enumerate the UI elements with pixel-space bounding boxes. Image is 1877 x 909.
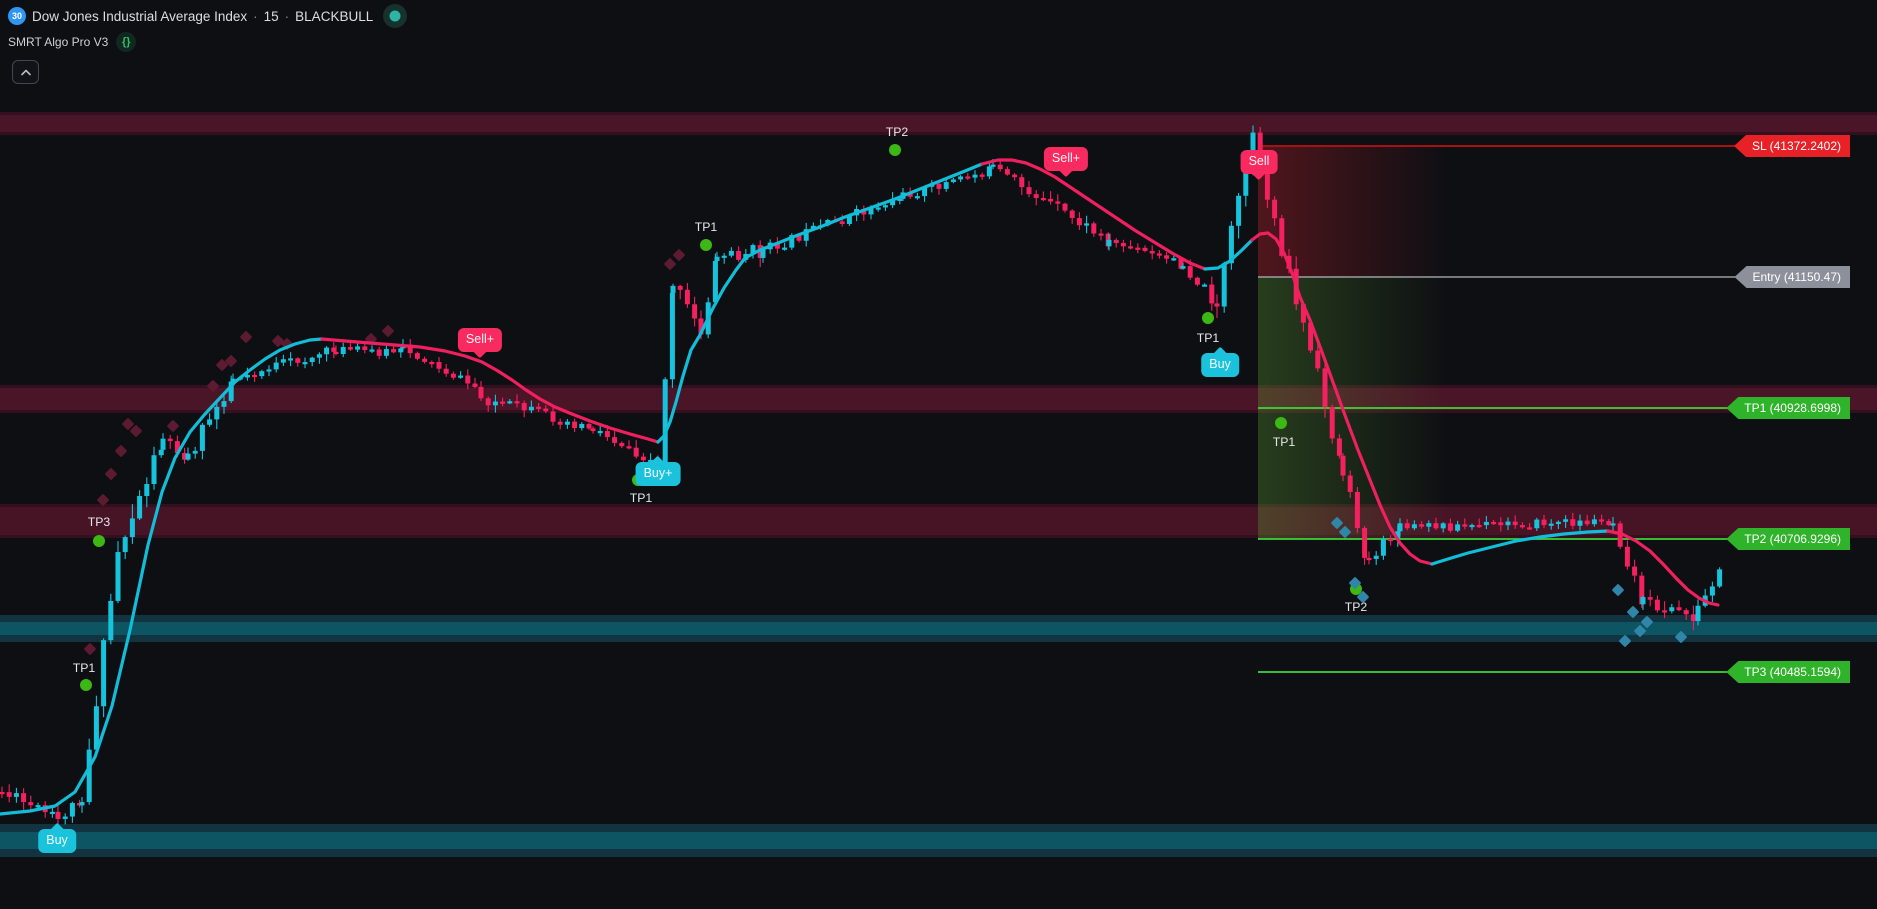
tp-marker-label: TP1 [1273, 435, 1296, 449]
price-level-tag-tp1: TP1 (40928.6998) [1726, 397, 1850, 419]
candles-group [0, 125, 1723, 826]
exhaustion-diamond-icon [1675, 631, 1687, 643]
price-level-tag-tp3: TP3 (40485.1594) [1726, 661, 1850, 683]
exhaustion-diamond-icon [1634, 625, 1646, 637]
signal-label-buy: Buy [1201, 353, 1239, 377]
symbol-title[interactable]: Dow Jones Industrial Average Index [32, 8, 248, 24]
trend-segment-down [320, 337, 660, 444]
tp-marker-label: TP3 [88, 515, 111, 529]
indicator-row[interactable]: SMRT Algo Pro V3 {} [8, 32, 407, 52]
market-status-icon[interactable] [383, 4, 408, 28]
collapse-legend-button[interactable] [12, 60, 39, 84]
bearish-diamond-icon [240, 331, 252, 343]
trend-segment-up [0, 337, 324, 816]
trend-line-group [0, 158, 1720, 816]
bearish-diamond-icon [105, 468, 117, 480]
support-band [0, 615, 1877, 642]
level-lines-group [1258, 145, 1736, 673]
exhaustion-diamond-icon [1641, 616, 1653, 628]
bearish-diamond-icon [225, 355, 237, 367]
tp-markers-group: TP1 TP3 TP1 TP1 TP2 TP1 TP1 TP2 [73, 125, 1687, 691]
bearish-diamond-icon [97, 494, 109, 506]
tp-marker-label: TP1 [695, 220, 718, 234]
symbol-row[interactable]: 30 Dow Jones Industrial Average Index · … [8, 4, 408, 28]
trend-segment-up [1430, 529, 1610, 566]
tp-dot [700, 239, 712, 251]
tp-dot [889, 144, 901, 156]
tp-marker-label: TP1 [630, 491, 653, 505]
trend-segment-up [1203, 238, 1254, 271]
tp-marker-label: TP1 [1197, 331, 1220, 345]
bearish-diamond-icon [167, 420, 179, 432]
source-code-icon[interactable]: {} [116, 32, 137, 52]
signal-label-buy: Buy [38, 829, 76, 853]
separator-dot: · [284, 8, 290, 24]
exhaustion-diamond-icon [1357, 591, 1369, 603]
bearish-diamond-icon [207, 380, 219, 392]
symbol-logo-badge: 30 [8, 7, 26, 25]
tp-dot [80, 679, 92, 691]
tp-dot [1202, 312, 1214, 324]
tp-marker-label: TP2 [1345, 600, 1368, 614]
bearish-diamond-icon [664, 258, 676, 270]
price-level-tag-sl: SL (41372.2402) [1734, 135, 1850, 157]
tp-dot [93, 535, 105, 547]
signal-label-buy-plus: Buy+ [635, 462, 681, 486]
tp-marker-label: TP1 [73, 661, 96, 675]
bearish-diamond-icon [382, 325, 394, 337]
exhaustion-diamond-icon [1331, 517, 1343, 529]
trend-segment-up [656, 162, 984, 444]
price-level-tag-tp2: TP2 (40706.9296) [1726, 528, 1850, 550]
trend-segment-down [1250, 231, 1434, 566]
resistance-band [0, 112, 1877, 135]
bearish-diamond-icon [122, 418, 134, 430]
bearish-diamond-icon [272, 335, 284, 347]
support-band [0, 824, 1877, 857]
exhaustion-diamond-icon [1339, 526, 1351, 538]
chart-interval[interactable]: 15 [263, 8, 279, 24]
signal-label-sell: Sell [1240, 150, 1278, 174]
broker-name[interactable]: BLACKBULL [295, 8, 374, 24]
signal-label-sell-plus: Sell+ [457, 328, 503, 352]
price-level-tag-entry: Entry (41150.47) [1734, 266, 1850, 288]
trend-segment-down [1606, 529, 1720, 607]
tp-dot [1275, 417, 1287, 429]
separator-dot: · [253, 8, 258, 24]
exhaustion-diamond-icon [1349, 577, 1361, 589]
chevron-up-icon [20, 69, 31, 75]
exhaustion-diamond-icon [1612, 584, 1624, 596]
tp-marker-label: TP2 [886, 125, 909, 139]
bearish-diamond-icon [130, 425, 142, 437]
bearish-diamond-icon [673, 249, 685, 261]
stop-zone [1258, 147, 1448, 277]
indicator-name[interactable]: SMRT Algo Pro V3 [8, 35, 109, 49]
trend-segment-down [980, 158, 1207, 271]
chart-legend: 30 Dow Jones Industrial Average Index · … [8, 4, 408, 84]
bearish-diamond-icon [84, 643, 96, 655]
signal-label-sell-plus: Sell+ [1043, 147, 1089, 171]
exhaustion-diamond-icon [1619, 635, 1631, 647]
bearish-diamond-icon [216, 359, 228, 371]
exhaustion-diamond-icon [1627, 606, 1639, 618]
bearish-diamond-icon [115, 445, 127, 457]
